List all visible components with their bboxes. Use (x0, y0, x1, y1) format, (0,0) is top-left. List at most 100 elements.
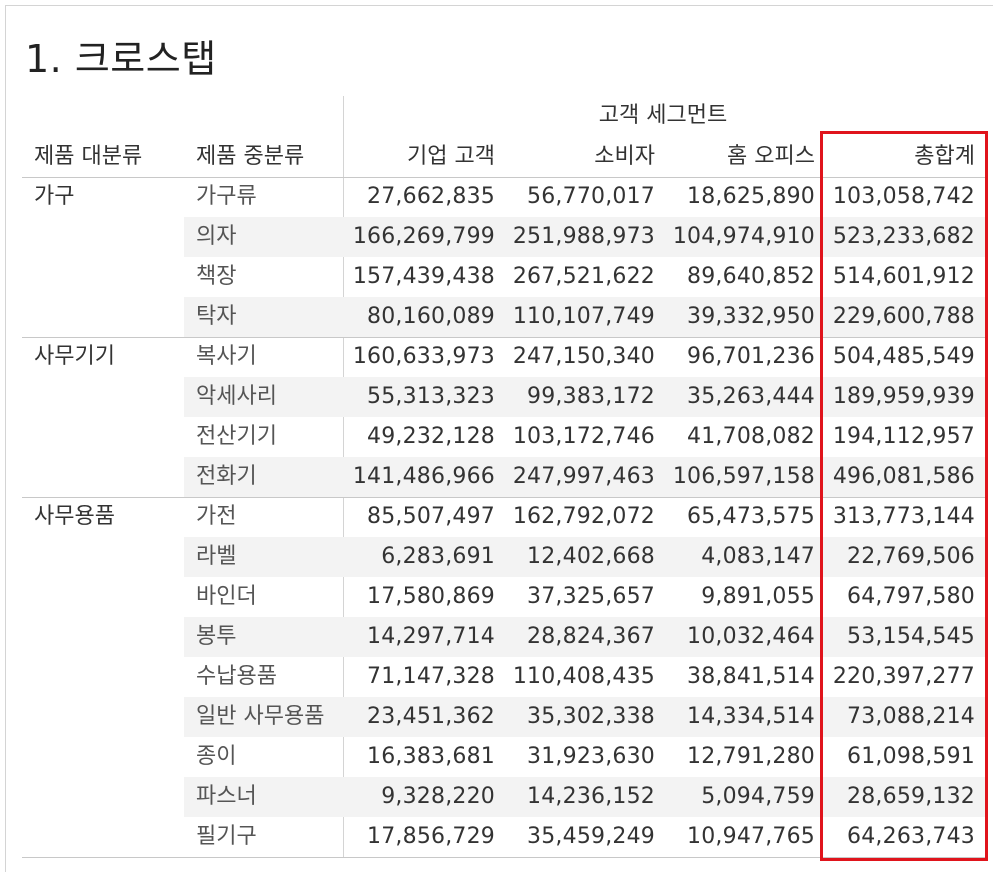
subcategory-label[interactable]: 바인더 (196, 584, 257, 609)
row-dim-header-subcategory[interactable]: 제품 중분류 (196, 144, 305, 169)
cell-grand-total[interactable]: 64,797,580 (847, 584, 975, 609)
column-header-consumer[interactable]: 소비자 (594, 144, 655, 169)
cell-corporate[interactable]: 80,160,089 (367, 304, 495, 329)
cell-consumer[interactable]: 103,172,746 (512, 424, 655, 449)
subcategory-label[interactable]: 복사기 (196, 344, 257, 369)
cell-consumer[interactable]: 31,923,630 (527, 744, 655, 769)
cell-grand-total[interactable]: 28,659,132 (847, 784, 975, 809)
cell-corporate[interactable]: 166,269,799 (352, 224, 495, 249)
cell-grand-total[interactable]: 523,233,682 (832, 224, 975, 249)
cell-home-office[interactable]: 41,708,082 (687, 424, 815, 449)
cell-home-office[interactable]: 12,791,280 (687, 744, 815, 769)
subcategory-label[interactable]: 파스너 (196, 784, 257, 809)
cell-corporate[interactable]: 16,383,681 (367, 744, 495, 769)
cell-grand-total[interactable]: 194,112,957 (832, 424, 975, 449)
cell-home-office[interactable]: 4,083,147 (701, 544, 815, 569)
column-header-grand-total[interactable]: 총합계 (914, 144, 975, 169)
cell-consumer[interactable]: 12,402,668 (527, 544, 655, 569)
cell-consumer[interactable]: 28,824,367 (527, 624, 655, 649)
subcategory-label[interactable]: 책장 (196, 264, 237, 289)
subcategory-label[interactable]: 전화기 (196, 464, 257, 489)
cell-grand-total[interactable]: 22,769,506 (847, 544, 975, 569)
cell-corporate[interactable]: 27,662,835 (367, 184, 495, 209)
cell-corporate[interactable]: 71,147,328 (367, 664, 495, 689)
cell-grand-total[interactable]: 73,088,214 (847, 704, 975, 729)
cell-consumer[interactable]: 35,459,249 (527, 824, 655, 849)
cell-grand-total[interactable]: 220,397,277 (832, 664, 975, 689)
subcategory-label[interactable]: 봉투 (196, 624, 237, 649)
subcategory-label[interactable]: 의자 (196, 224, 237, 249)
cell-corporate[interactable]: 17,856,729 (367, 824, 495, 849)
cell-corporate[interactable]: 157,439,438 (352, 264, 495, 289)
cell-corporate[interactable]: 23,451,362 (367, 704, 495, 729)
category-label[interactable]: 가구 (34, 184, 75, 209)
cell-grand-total[interactable]: 103,058,742 (832, 184, 975, 209)
cell-home-office[interactable]: 96,701,236 (687, 344, 815, 369)
cell-home-office[interactable]: 35,263,444 (687, 384, 815, 409)
cell-corporate[interactable]: 49,232,128 (367, 424, 495, 449)
cell-corporate[interactable]: 160,633,973 (352, 344, 495, 369)
cell-consumer[interactable]: 247,150,340 (512, 344, 655, 369)
cell-grand-total[interactable]: 496,081,586 (832, 464, 975, 489)
cell-home-office[interactable]: 38,841,514 (687, 664, 815, 689)
cell-consumer[interactable]: 110,107,749 (512, 304, 655, 329)
cell-consumer[interactable]: 56,770,017 (527, 184, 655, 209)
category-label[interactable]: 사무용품 (34, 504, 115, 529)
cell-corporate[interactable]: 85,507,497 (367, 504, 495, 529)
subcategory-label[interactable]: 악세사리 (196, 384, 277, 409)
cell-grand-total[interactable]: 64,263,743 (847, 824, 975, 849)
cell-grand-total[interactable]: 189,959,939 (832, 384, 975, 409)
cell-home-office[interactable]: 39,332,950 (687, 304, 815, 329)
cell-home-office[interactable]: 14,334,514 (687, 704, 815, 729)
cell-consumer[interactable]: 99,383,172 (527, 384, 655, 409)
cell-consumer[interactable]: 110,408,435 (512, 664, 655, 689)
row-band (184, 777, 986, 817)
row-dim-header-category[interactable]: 제품 대분류 (34, 144, 143, 169)
cell-consumer[interactable]: 247,997,463 (512, 464, 655, 489)
cell-consumer[interactable]: 162,792,072 (512, 504, 655, 529)
cell-grand-total[interactable]: 504,485,549 (832, 344, 975, 369)
cell-home-office[interactable]: 18,625,890 (687, 184, 815, 209)
cell-grand-total[interactable]: 61,098,591 (847, 744, 975, 769)
cell-home-office[interactable]: 9,891,055 (701, 584, 815, 609)
cell-home-office[interactable]: 104,974,910 (672, 224, 815, 249)
row-band (184, 377, 986, 417)
cell-grand-total[interactable]: 229,600,788 (832, 304, 975, 329)
subcategory-label[interactable]: 필기구 (196, 824, 257, 849)
column-group-header[interactable]: 고객 세그먼트 (598, 103, 728, 128)
view-frame (5, 5, 993, 872)
cell-corporate[interactable]: 17,580,869 (367, 584, 495, 609)
cell-consumer[interactable]: 37,325,657 (527, 584, 655, 609)
subcategory-label[interactable]: 종이 (196, 744, 237, 769)
cell-home-office[interactable]: 65,473,575 (687, 504, 815, 529)
row-band (184, 217, 986, 257)
cell-grand-total[interactable]: 53,154,545 (847, 624, 975, 649)
subcategory-label[interactable]: 전산기기 (196, 424, 277, 449)
cell-corporate[interactable]: 6,283,691 (381, 544, 495, 569)
subcategory-label[interactable]: 가구류 (196, 184, 257, 209)
cell-consumer[interactable]: 35,302,338 (527, 704, 655, 729)
row-band (184, 457, 986, 497)
subcategory-label[interactable]: 일반 사무용품 (196, 704, 325, 729)
subcategory-label[interactable]: 수납용품 (196, 664, 277, 689)
cell-consumer[interactable]: 251,988,973 (512, 224, 655, 249)
cell-consumer[interactable]: 14,236,152 (527, 784, 655, 809)
cell-consumer[interactable]: 267,521,622 (512, 264, 655, 289)
cell-home-office[interactable]: 106,597,158 (672, 464, 815, 489)
cell-grand-total[interactable]: 514,601,912 (832, 264, 975, 289)
cell-corporate[interactable]: 141,486,966 (352, 464, 495, 489)
subcategory-label[interactable]: 탁자 (196, 304, 237, 329)
category-label[interactable]: 사무기기 (34, 344, 115, 369)
cell-grand-total[interactable]: 313,773,144 (832, 504, 975, 529)
cell-home-office[interactable]: 5,094,759 (701, 784, 815, 809)
cell-home-office[interactable]: 89,640,852 (687, 264, 815, 289)
cell-home-office[interactable]: 10,032,464 (687, 624, 815, 649)
column-header-corporate[interactable]: 기업 고객 (407, 144, 495, 169)
cell-corporate[interactable]: 55,313,323 (367, 384, 495, 409)
cell-corporate[interactable]: 9,328,220 (381, 784, 495, 809)
cell-corporate[interactable]: 14,297,714 (367, 624, 495, 649)
subcategory-label[interactable]: 라벨 (196, 544, 237, 569)
cell-home-office[interactable]: 10,947,765 (687, 824, 815, 849)
subcategory-label[interactable]: 가전 (196, 504, 237, 529)
column-header-home-office[interactable]: 홈 오피스 (727, 144, 815, 169)
